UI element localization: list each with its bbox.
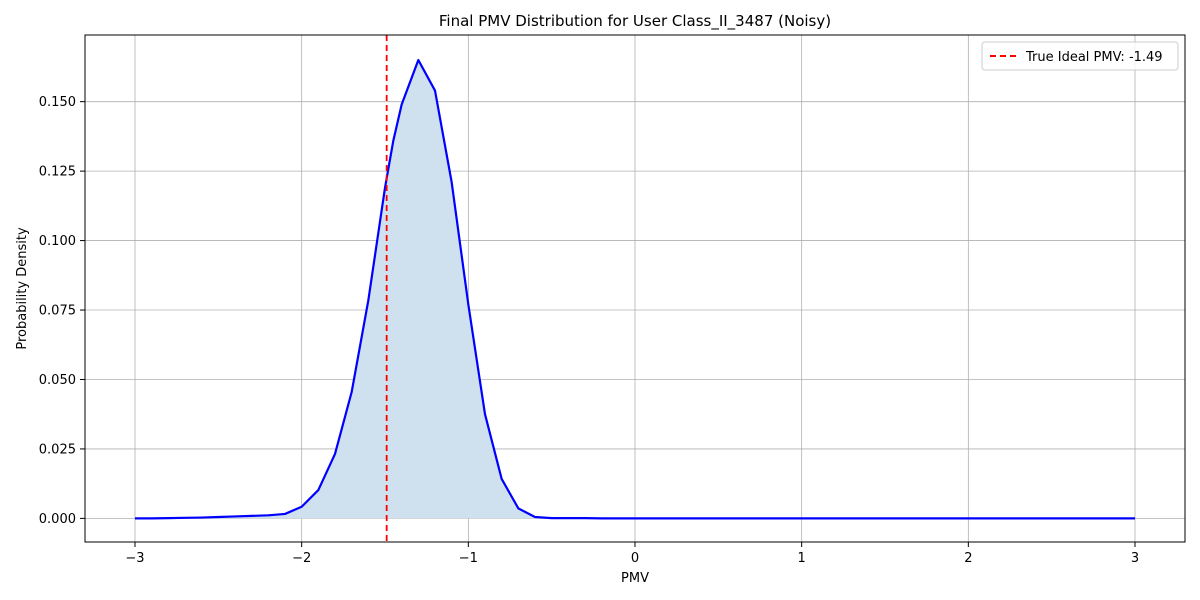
y-tick-label: 0.125	[39, 165, 76, 180]
x-tick-label: 3	[1131, 551, 1139, 566]
y-axis-label: Probability Density	[15, 227, 30, 350]
y-tick-label: 0.025	[39, 442, 76, 457]
density-curve-line	[135, 58, 1135, 520]
y-tick-label: 0.150	[39, 95, 76, 110]
x-tick-label: 2	[964, 551, 972, 566]
x-axis-label: PMV	[621, 571, 649, 586]
legend: True Ideal PMV: -1.49	[981, 41, 1179, 71]
x-tick-label: −1	[459, 551, 478, 566]
y-tick-label: 0.000	[39, 512, 76, 527]
y-tick-label: 0.050	[39, 373, 76, 388]
grid	[85, 35, 1185, 542]
legend-box	[981, 41, 1179, 71]
fill-layer	[135, 60, 1135, 519]
line-layer	[135, 58, 1135, 520]
legend-label: True Ideal PMV: -1.49	[1025, 50, 1163, 65]
y-axis-ticks: 0.000 0.025 0.050 0.075 0.100 0.125 0.150	[39, 95, 85, 527]
x-tick-label: 0	[631, 551, 639, 566]
y-tick-label: 0.100	[39, 234, 76, 249]
x-axis-ticks: −3 −2 −1 0 1 2 3	[125, 542, 1139, 566]
x-tick-label: −2	[292, 551, 311, 566]
y-tick-label: 0.075	[39, 304, 76, 319]
chart-title: Final PMV Distribution for User Class_II…	[439, 12, 831, 31]
x-tick-label: −3	[125, 551, 144, 566]
x-tick-label: 1	[798, 551, 806, 566]
density-fill-area	[135, 60, 1135, 519]
